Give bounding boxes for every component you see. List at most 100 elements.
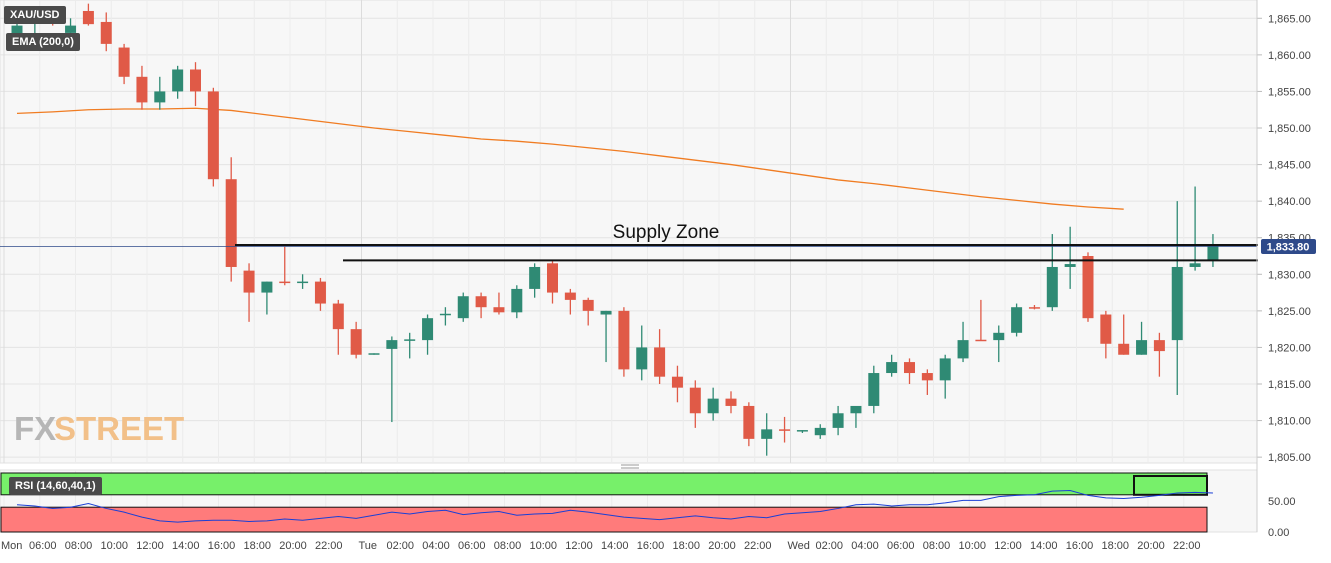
candle[interactable] (1189, 186, 1201, 271)
candle[interactable] (671, 365, 683, 403)
candle[interactable] (422, 314, 434, 355)
candle-body (386, 340, 398, 349)
time-tick-label: 16:00 (637, 540, 665, 552)
candle[interactable] (207, 87, 219, 187)
candle[interactable] (743, 402, 755, 447)
candle[interactable] (279, 246, 291, 286)
candle[interactable] (1011, 303, 1023, 337)
price-tick-label: 1,850.00 (1268, 123, 1311, 135)
candle[interactable] (118, 43, 130, 85)
candle[interactable] (868, 365, 880, 414)
candle[interactable] (1153, 332, 1165, 377)
candle[interactable] (1028, 305, 1040, 310)
candle[interactable] (1207, 234, 1219, 267)
candle[interactable] (225, 157, 237, 282)
candle[interactable] (636, 325, 648, 381)
candle[interactable] (82, 3, 94, 26)
time-tick-label: 22:00 (315, 540, 343, 552)
candle[interactable] (547, 261, 558, 304)
candle[interactable] (475, 292, 487, 319)
candle[interactable] (100, 12, 112, 52)
price-axis: 1,805.00 1,810.00 1,815.00 1,820.00 1,825.00… (1256, 0, 1311, 532)
candle[interactable] (975, 299, 987, 342)
candle[interactable] (1082, 252, 1094, 322)
time-tick-label: 22:00 (744, 540, 772, 552)
rsi-tick-label: 0.00 (1268, 527, 1289, 539)
candle-body (1171, 266, 1183, 341)
symbol-label[interactable]: XAU/USD (4, 6, 66, 24)
candle-body (654, 347, 666, 377)
candle[interactable] (332, 299, 344, 355)
current-price-value: 1,833.80 (1267, 241, 1310, 253)
candle-body (547, 263, 558, 293)
candle[interactable] (957, 321, 969, 363)
candle-body (136, 76, 148, 103)
candle[interactable] (618, 307, 630, 377)
candle[interactable] (582, 297, 594, 326)
candle[interactable] (689, 380, 701, 428)
candle-body (475, 296, 487, 308)
candle[interactable] (314, 277, 326, 311)
candle[interactable] (796, 430, 808, 434)
candle[interactable] (1064, 226, 1076, 289)
candle[interactable] (404, 332, 416, 359)
candle[interactable] (457, 292, 469, 322)
time-tick-label: Mon (1, 540, 22, 552)
watermark: FX STREET (14, 410, 184, 447)
candle[interactable] (779, 416, 791, 443)
ema-label[interactable]: EMA (200,0) (6, 33, 80, 51)
panel-divider-handle[interactable] (621, 464, 639, 469)
candle[interactable] (761, 413, 773, 456)
candle-body (493, 307, 505, 313)
price-plot-area[interactable] (0, 0, 1258, 464)
candle[interactable] (904, 358, 915, 385)
candle[interactable] (1118, 314, 1130, 355)
candle[interactable] (886, 354, 898, 377)
candle[interactable] (190, 62, 201, 107)
candle-body (904, 362, 915, 374)
candle-body (814, 427, 826, 436)
time-tick-label: Wed (788, 540, 810, 552)
candle[interactable] (1136, 321, 1148, 355)
candle[interactable] (850, 405, 862, 428)
candle[interactable] (439, 307, 451, 326)
candle[interactable] (493, 292, 505, 315)
candle[interactable] (1100, 310, 1112, 359)
rsi-label[interactable]: RSI (14,60,40,1) (9, 477, 102, 495)
candle-body (1136, 340, 1148, 355)
candle[interactable] (350, 321, 362, 359)
price-tick-label: 1,810.00 (1268, 416, 1311, 428)
candle[interactable] (243, 263, 255, 322)
candle-body (600, 310, 612, 315)
candle[interactable] (297, 274, 309, 289)
candle[interactable] (136, 65, 148, 110)
candle[interactable] (600, 310, 612, 363)
time-tick-label: 04:00 (422, 540, 450, 552)
time-tick-label: Tue (359, 540, 378, 552)
candle[interactable] (511, 285, 523, 319)
candle[interactable] (993, 325, 1005, 363)
candle[interactable] (261, 281, 273, 315)
candle[interactable] (529, 263, 541, 298)
candle[interactable] (814, 424, 826, 439)
candle[interactable] (564, 288, 576, 315)
candle[interactable] (939, 354, 951, 399)
time-tick-label: 06:00 (29, 540, 57, 552)
time-tick-label: 20:00 (708, 540, 736, 552)
candle[interactable] (368, 353, 380, 355)
candle[interactable] (921, 369, 933, 395)
candle[interactable] (386, 336, 398, 423)
candle[interactable] (1171, 201, 1183, 395)
candle[interactable] (707, 387, 719, 421)
candle[interactable] (654, 329, 666, 385)
candle-body (743, 405, 755, 439)
time-tick-label: 14:00 (1030, 540, 1058, 552)
candle[interactable] (172, 65, 184, 99)
time-tick-label: 06:00 (458, 540, 486, 552)
candle-body (1100, 314, 1112, 344)
candle[interactable] (725, 391, 737, 414)
candle[interactable] (154, 76, 166, 110)
candle[interactable] (832, 405, 844, 436)
candle-body (832, 413, 844, 428)
